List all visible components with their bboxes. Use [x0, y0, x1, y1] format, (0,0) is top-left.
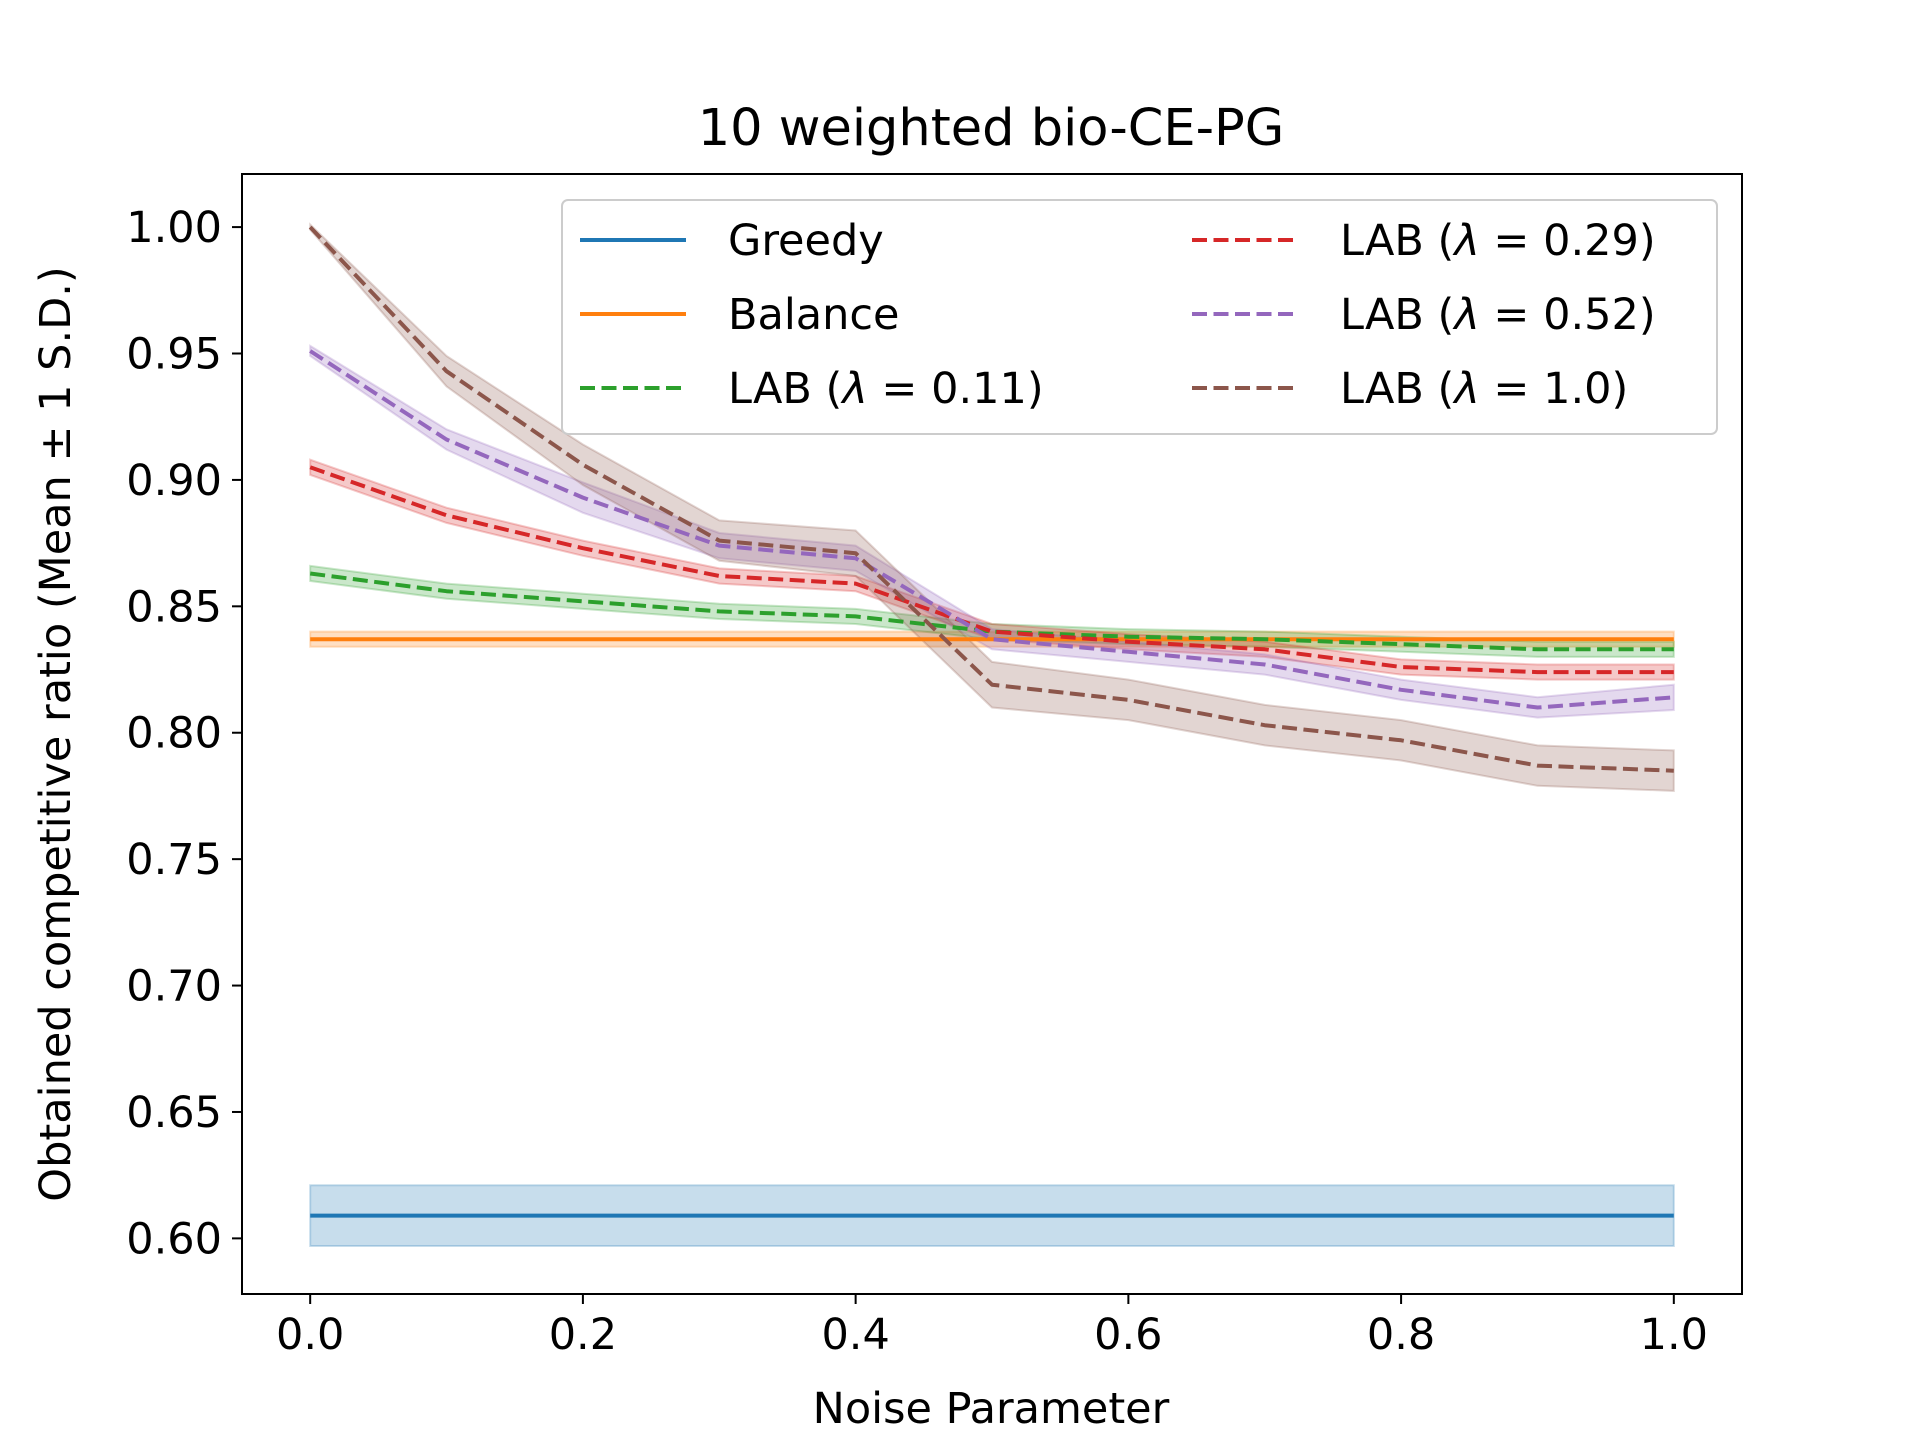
x-tick-label-3: 0.6	[1094, 1310, 1162, 1360]
y-tick-label-5: 0.85	[126, 582, 222, 632]
sd-band-4	[309, 344, 1675, 719]
x-tick-label-4: 0.8	[1367, 1310, 1435, 1360]
y-tick-label-1: 0.65	[126, 1088, 222, 1138]
legend-label-5: LAB (λ = 1.0)	[1340, 364, 1628, 414]
chart-title: 10 weighted bio-CE-PG	[698, 99, 1285, 158]
y-tick-label-8: 1.00	[126, 203, 222, 253]
series-line-3	[309, 465, 1674, 675]
plot-area-frame	[241, 173, 1743, 1295]
series-line-2	[309, 571, 1674, 652]
legend-label-1: Balance	[728, 290, 900, 340]
y-tick-label-0: 0.60	[126, 1214, 222, 1264]
legend-label-3: LAB (λ = 0.29)	[1340, 216, 1656, 266]
legend-label-0: Greedy	[728, 216, 884, 266]
series-line-4	[309, 349, 1674, 710]
series-line-5	[308, 225, 1674, 773]
y-tick-label-6: 0.90	[126, 456, 222, 506]
y-axis-ticks: 0.60 0.65 0.70 0.75 0.80 0.85 0.90 0.95 1.00	[126, 203, 242, 1264]
x-tick-label-5: 1.0	[1640, 1310, 1708, 1360]
sd-band-2	[309, 564, 1675, 658]
x-axis-ticks: 0.0 0.2 0.4 0.6 0.8 1.0	[276, 1294, 1708, 1360]
x-tick-label-1: 0.2	[549, 1310, 617, 1360]
x-tick-label-2: 0.4	[821, 1310, 889, 1360]
y-tick-label-3: 0.75	[126, 835, 222, 885]
y-tick-label-4: 0.80	[126, 709, 222, 759]
legend-label-2: LAB (λ = 0.11)	[728, 364, 1044, 414]
legend-label-4: LAB (λ = 0.52)	[1340, 290, 1656, 340]
y-axis-label: Obtained competitive ratio (Mean ± 1 S.D…	[31, 266, 81, 1201]
sd-band-5	[309, 222, 1675, 792]
sd-band-3	[309, 458, 1675, 681]
y-tick-label-7: 0.95	[126, 330, 222, 380]
legend-frame	[561, 199, 1718, 435]
x-axis-label: Noise Parameter	[813, 1384, 1170, 1434]
legend: Greedy Balance LAB (λ = 0.11) LAB (λ = 0.29…	[561, 199, 1718, 435]
series-lines	[308, 225, 1674, 1218]
y-tick-label-2: 0.70	[126, 962, 222, 1012]
x-tick-label-0: 0.0	[276, 1310, 344, 1360]
